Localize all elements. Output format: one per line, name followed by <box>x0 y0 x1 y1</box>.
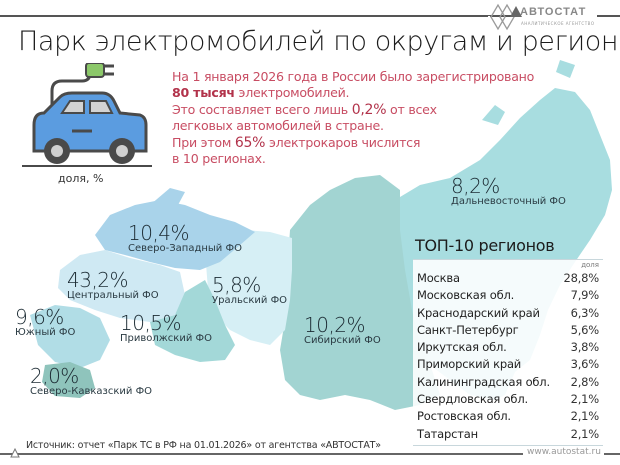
region-cell: Татарстан <box>417 426 478 441</box>
map-region-ncaucasus <box>42 362 95 398</box>
region-cell: Ростовская обл. <box>417 409 511 424</box>
top10-title: ТОП-10 регионов <box>415 236 555 255</box>
region-share: 10,4% <box>128 221 190 245</box>
intro-line: При этом 65% электрокаров числится <box>172 135 592 151</box>
region-share: 8,2% <box>451 174 500 198</box>
share-cell: 2,8% <box>570 374 600 389</box>
page-title: Парк электромобилей по округам и региона… <box>18 26 620 57</box>
table-row: Татарстан 2,1% <box>417 426 599 443</box>
table-row: Свердловская обл. 2,1% <box>417 391 599 408</box>
region-label-fareast: 8,2% Дальневосточный ФО <box>451 176 566 208</box>
intro-highlight: 0,2% <box>351 101 387 118</box>
header-rule <box>0 15 515 17</box>
intro-text: На 1 января 2026 года в России было заре… <box>172 69 592 167</box>
top10-table: ТОП-10 регионов доля Москва 28,8% Московс… <box>413 236 603 446</box>
map-region-central <box>58 250 185 322</box>
share-cell: 2,1% <box>570 409 600 424</box>
intro-line: Это составляет всего лишь 0,2% от всех <box>172 102 592 118</box>
map-region-south <box>30 305 110 368</box>
share-cell: 3,6% <box>570 357 600 372</box>
table-row: Ростовская обл. 2,1% <box>417 408 599 425</box>
intro-line: в 10 регионах. <box>172 151 266 167</box>
region-share: 9,6% <box>15 305 64 329</box>
region-name: Центральный ФО <box>67 290 159 301</box>
region-cell: Свердловская обл. <box>417 392 528 407</box>
table-row: Краснодарский край 6,3% <box>417 305 599 322</box>
region-cell: Приморский край <box>417 357 522 372</box>
region-label-ural: 5,8% Уральский ФО <box>212 275 287 307</box>
table-row: Калининградская обл. 2,8% <box>417 374 599 391</box>
region-share: 5,8% <box>212 273 261 297</box>
region-name: Уральский ФО <box>212 295 288 306</box>
table-row: Московская обл. 7,9% <box>417 287 599 304</box>
intro-text-span: Это составляет всего лишь <box>172 101 352 117</box>
map-region-northwest <box>95 200 255 270</box>
region-name: Северо-Западный ФО <box>128 243 242 254</box>
table-row: Санкт-Петербург 5,6% <box>417 322 599 339</box>
share-cell: 3,8% <box>570 340 600 355</box>
footer-rule-right <box>604 453 620 455</box>
map-region-siberia <box>280 175 440 410</box>
intro-text-span: электрокаров числится <box>265 134 421 150</box>
region-cell: Москва <box>417 271 460 285</box>
region-name: Дальневосточный ФО <box>451 196 566 207</box>
region-label-south: 9,6% Южный ФО <box>15 307 75 339</box>
region-cell: Московская обл. <box>417 288 515 303</box>
source-note: Источник: отчет «Парк ТС в РФ на 01.01.2… <box>26 440 381 451</box>
top10-column-header: доля <box>581 261 599 269</box>
share-cell: 5,6% <box>570 322 600 337</box>
intro-line: На 1 января 2026 года в России было заре… <box>172 69 535 84</box>
table-row: Приморский край 3,6% <box>417 356 599 373</box>
intro-text-span: от всех <box>386 101 437 117</box>
share-cell: 2,1% <box>570 392 600 407</box>
intro-text-span: При этом <box>172 134 235 150</box>
map-region-ural <box>205 230 292 345</box>
region-share: 10,2% <box>304 313 366 337</box>
intro-line: 80 тысяч электромобилей. <box>172 85 592 101</box>
share-cell: 28,8% <box>563 271 599 285</box>
intro-text-span: электромобилей. <box>234 85 350 101</box>
region-cell: Краснодарский край <box>417 305 540 320</box>
region-share: 43,2% <box>67 268 129 292</box>
region-name: Сибирский ФО <box>304 335 381 346</box>
region-label-volga: 10,5% Приволжский ФО <box>120 313 212 345</box>
region-name: Южный ФО <box>15 327 76 338</box>
intro-line: легковых автомобилей в стране. <box>172 118 384 134</box>
region-share: 2,0% <box>30 364 79 388</box>
table-row: Москва 28,8% <box>417 270 599 287</box>
intro-highlight: 65% <box>234 134 266 151</box>
region-label-central: 43,2% Центральный ФО <box>67 270 159 302</box>
electric-car-icon <box>22 63 152 167</box>
region-name: Северо-Кавказский ФО <box>30 386 153 397</box>
legend-share-label: доля, % <box>58 172 104 185</box>
region-name: Приволжский ФО <box>120 333 212 344</box>
top10-body: доля Москва 28,8% Московская обл. 7,9% Кра… <box>413 259 603 446</box>
region-label-siberia: 10,2% Сибирский ФО <box>304 315 381 347</box>
region-share: 10,5% <box>120 311 182 335</box>
footer-rule <box>0 453 523 455</box>
logo-subtitle: АНАЛИТИЧЕСКОЕ АГЕНТСТВО <box>521 21 595 26</box>
logo-name: АВТОСТАТ <box>520 6 587 18</box>
header-rule-right <box>597 15 620 17</box>
intro-highlight: 80 тысяч <box>172 85 235 101</box>
triangle-logo-icon <box>10 448 20 458</box>
share-cell: 7,9% <box>570 288 600 303</box>
share-cell: 6,3% <box>570 305 600 320</box>
website-link[interactable]: www.autostat.ru <box>527 447 601 457</box>
map-region-volga <box>150 280 235 362</box>
region-label-northwest: 10,4% Северо-Западный ФО <box>128 223 242 255</box>
region-cell: Санкт-Петербург <box>417 322 519 337</box>
region-cell: Иркутская обл. <box>417 340 507 355</box>
table-row: Иркутская обл. 3,8% <box>417 339 599 356</box>
autostat-logo-icon <box>488 3 522 31</box>
region-cell: Калининградская обл. <box>417 374 550 389</box>
region-label-ncaucasus: 2,0% Северо-Кавказский ФО <box>30 366 152 398</box>
share-cell: 2,1% <box>570 426 600 441</box>
